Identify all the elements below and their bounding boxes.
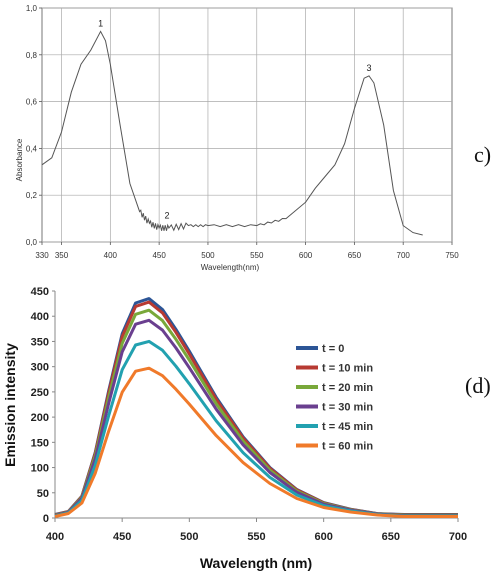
- chart-c-xlabel: Wavelength(nm): [201, 263, 260, 272]
- chart-c-x-tick-label: 650: [348, 251, 362, 260]
- chart-d-y-tick-label: 100: [31, 463, 49, 475]
- chart-c-x-tick-label: 350: [55, 251, 69, 260]
- chart-d-y-tick-label: 0: [43, 513, 49, 525]
- chart-d-series-line: [54, 318, 458, 518]
- chart-d: 0 50 100 150 200 250 300 350 400 450 400 450 500 550…: [2, 286, 491, 571]
- chart-c-y-ticks: 0,0 0,2 0,4 0,6 0,8 1,0: [26, 4, 42, 247]
- chart-d-x-tick-label: 550: [247, 531, 265, 543]
- chart-d-x-ticks: 400 450 500 550 600 650 700: [46, 518, 467, 543]
- chart-c-y-tick-label: 0,2: [26, 191, 38, 200]
- chart-c-x-tick-label: 400: [104, 251, 118, 260]
- chart-c-y-tick-label: 1,0: [26, 4, 38, 13]
- chart-d-y-tick-label: 200: [31, 412, 49, 424]
- chart-d-xlabel: Wavelength (nm): [200, 555, 312, 571]
- chart-c-y-tick-label: 0,4: [26, 144, 38, 153]
- chart-d-series-line: [54, 366, 458, 518]
- chart-c-x-tick-label: 500: [201, 251, 215, 260]
- chart-d-legend-label: t = 10 min: [322, 363, 373, 375]
- chart-c-peak-label: 1: [98, 19, 103, 29]
- chart-d-y-ticks: 0 50 100 150 200 250 300 350 400 450: [31, 286, 55, 525]
- chart-d-legend-label: t = 45 min: [322, 421, 373, 433]
- chart-d-legend-label: t = 20 min: [322, 382, 373, 394]
- chart-d-panel-label: (d): [465, 373, 491, 398]
- chart-d-x-tick-label: 600: [314, 531, 332, 543]
- chart-d-y-tick-label: 400: [31, 311, 49, 323]
- chart-c-grid: [41, 7, 453, 243]
- chart-d-series: [54, 297, 458, 518]
- chart-d-series-line: [54, 297, 458, 516]
- chart-d-y-tick-label: 450: [31, 286, 49, 298]
- chart-c-y-tick-label: 0,6: [26, 98, 38, 107]
- chart-d-legend: t = 0 t = 10 min t = 20 min t = 30 min t = 4…: [296, 343, 373, 453]
- chart-d-y-tick-label: 350: [31, 336, 49, 348]
- chart-c: 0,0 0,2 0,4 0,6 0,8 1,0 330 350 400 450 500 550 600…: [15, 4, 491, 272]
- chart-c-peak-label: 2: [164, 211, 169, 221]
- chart-c-series-line: [41, 30, 423, 236]
- chart-d-ylabel: Emission intensity: [2, 343, 18, 467]
- chart-d-y-tick-label: 250: [31, 387, 49, 399]
- chart-d-y-tick-label: 150: [31, 437, 49, 449]
- chart-c-x-tick-label: 700: [397, 251, 411, 260]
- chart-c-x-tick-label: 750: [445, 251, 459, 260]
- chart-d-y-tick-label: 50: [37, 488, 49, 500]
- chart-d-x-tick-label: 450: [113, 531, 131, 543]
- chart-c-x-tick-label: 550: [250, 251, 264, 260]
- chart-c-x-tick-label: 330: [35, 251, 49, 260]
- chart-c-ylabel: Absorbance: [15, 138, 24, 181]
- chart-c-x-tick-label: 600: [299, 251, 313, 260]
- chart-c-panel-label: c): [474, 142, 491, 167]
- chart-c-annotations: 1 2 3: [98, 19, 371, 221]
- chart-d-x-tick-label: 650: [382, 531, 400, 543]
- chart-c-y-tick-label: 0,0: [26, 238, 38, 247]
- chart-d-legend-label: t = 30 min: [322, 402, 373, 414]
- chart-d-y-tick-label: 300: [31, 362, 49, 374]
- chart-c-x-ticks: 330 350 400 450 500 550 600 650 700 750: [35, 242, 459, 260]
- chart-d-x-tick-label: 400: [46, 531, 64, 543]
- chart-c-frame: [41, 7, 453, 243]
- chart-c-peak-label: 3: [367, 63, 372, 73]
- chart-d-legend-label: t = 60 min: [322, 441, 373, 453]
- chart-c-x-tick-label: 450: [152, 251, 166, 260]
- chart-c-y-tick-label: 0,8: [26, 51, 38, 60]
- chart-d-legend-label: t = 0: [322, 343, 344, 355]
- chart-d-x-tick-label: 700: [449, 531, 467, 543]
- chart-d-x-tick-label: 500: [180, 531, 198, 543]
